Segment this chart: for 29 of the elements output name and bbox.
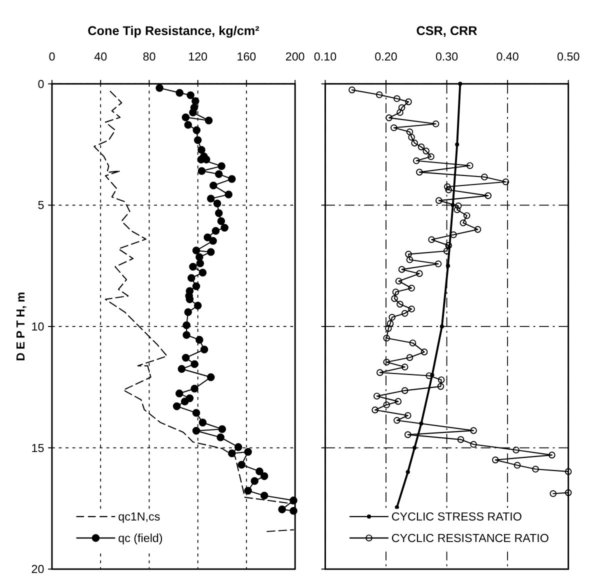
x-tick-label: 0.20 — [374, 50, 398, 64]
legend-label: CYCLIC STRESS RATIO — [391, 510, 522, 524]
x-tick-label: 80 — [142, 50, 156, 64]
y-tick-label: 10 — [31, 320, 45, 334]
y-tick-label: 5 — [38, 199, 44, 212]
y-tick-label: 15 — [31, 442, 44, 455]
point — [440, 324, 444, 329]
x-tick-label: 120 — [188, 50, 208, 64]
point — [455, 142, 460, 147]
x-tick-label: 40 — [94, 50, 108, 64]
point — [446, 264, 450, 268]
point — [412, 446, 417, 450]
legend-label: qc (field) — [118, 532, 163, 546]
x-axis-title: CSR, CRR — [416, 24, 478, 38]
y-tick-label: 0 — [38, 78, 45, 91]
legend-label: CYCLIC RESISTANCE RATIO — [391, 532, 549, 546]
x-tick-label: 0.40 — [496, 50, 520, 64]
point — [458, 82, 462, 86]
x-tick-label: 160 — [236, 50, 257, 64]
point — [394, 505, 399, 510]
x-tick-label: 0.10 — [314, 50, 338, 64]
x-tick-label: 0.50 — [557, 50, 580, 64]
x-tick-label: 0 — [48, 50, 56, 64]
legend-label: qc1N,cs — [118, 510, 160, 524]
x-tick-label: 0.30 — [435, 50, 459, 64]
x-tick-label: 200 — [285, 50, 306, 64]
x-axis-title: Cone Tip Resistance, kg/cm² — [88, 24, 260, 38]
y-axis-title: D E P T H, m — [14, 292, 28, 362]
point — [406, 470, 410, 474]
